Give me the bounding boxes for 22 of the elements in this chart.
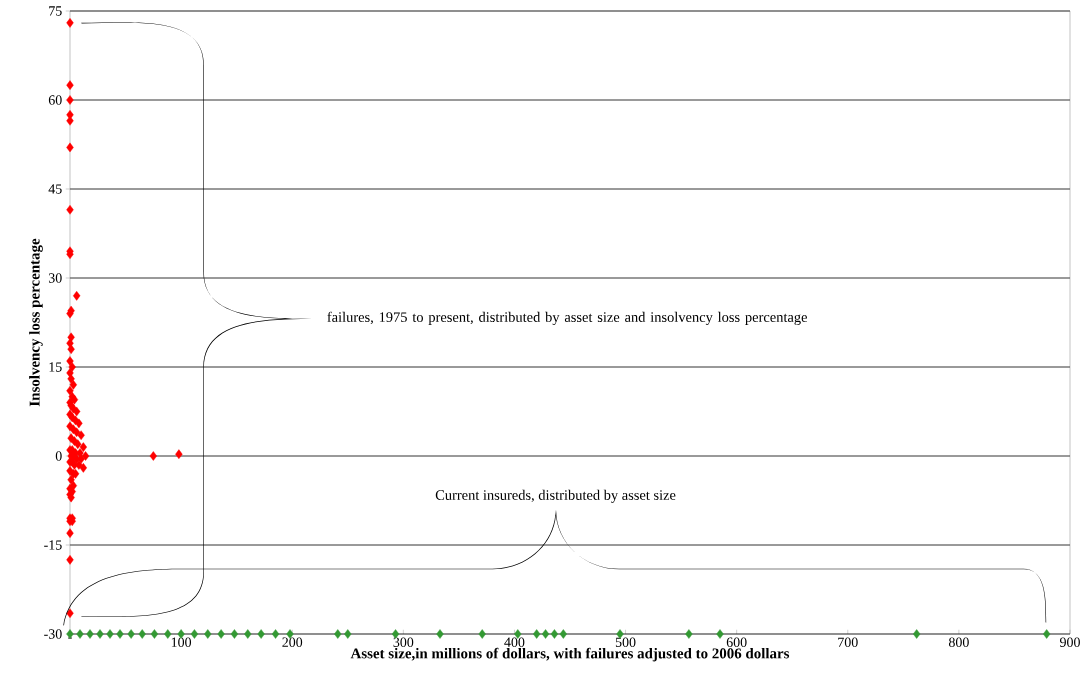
x-tick-label: 700 — [838, 637, 858, 647]
x-tick-label: 400 — [504, 637, 525, 647]
y-tick-label: 60 — [48, 95, 62, 105]
x-tick-label: 300 — [393, 637, 414, 647]
y-tick-label: 30 — [48, 273, 62, 283]
y-tick-label: 75 — [49, 6, 62, 16]
annotation: Current insureds, distributed by asset size — [435, 489, 676, 503]
y-axis-title: Insolvency loss percentage — [29, 238, 43, 407]
x-tick-label: - — [68, 637, 72, 639]
annotation: failures, 1975 to present, distributed by asset size and insolvency loss percentage — [327, 311, 807, 325]
y-tick-label: -30 — [44, 629, 62, 639]
x-axis-title: Asset size,in millions of dollars, with failures adjusted to 2006 dollars — [350, 647, 790, 662]
y-tick-label: 0 — [55, 451, 62, 461]
x-tick-label: 500 — [615, 637, 636, 647]
y-tick-label: -15 — [44, 540, 62, 550]
x-tick-label: 100 — [171, 637, 192, 647]
x-tick-label: 900 — [1059, 637, 1080, 647]
x-tick-label: 600 — [726, 637, 747, 647]
x-tick-label: 200 — [282, 637, 303, 647]
y-tick-label: 45 — [48, 184, 62, 194]
y-tick-label: 15 — [49, 362, 62, 372]
x-tick-label: 800 — [948, 637, 969, 647]
